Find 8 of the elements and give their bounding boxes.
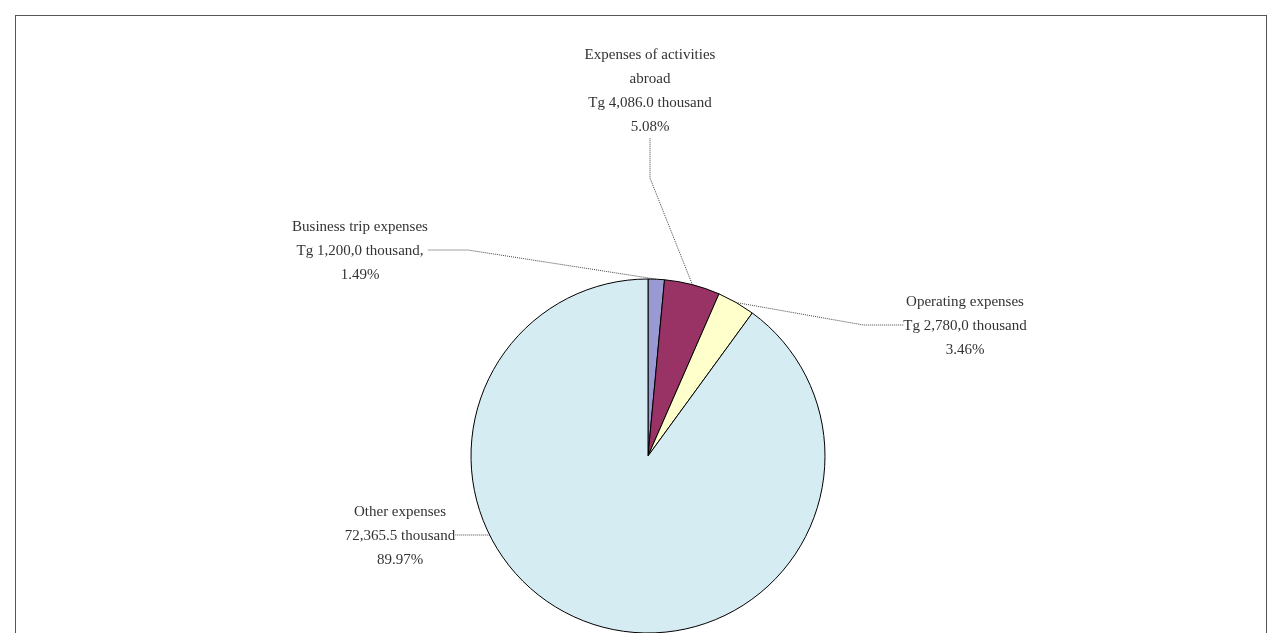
data-label: Tg 1,200,0 thousand, 1.49% (296, 242, 424, 282)
data-label: 72,365.5 thousand 89.97% (344, 527, 456, 567)
data-label: Tg 2,780,0 thousand 3.46% (903, 317, 1028, 357)
slice-label: Operating expenses (906, 293, 1025, 309)
data-label: Tg 4,086.0 thousand 5.08% (588, 94, 713, 134)
slice-label: Other expenses (353, 503, 447, 519)
slice-label: Expenses of activities abroad (584, 46, 716, 86)
slice-label: Business trip expenses (292, 218, 429, 234)
